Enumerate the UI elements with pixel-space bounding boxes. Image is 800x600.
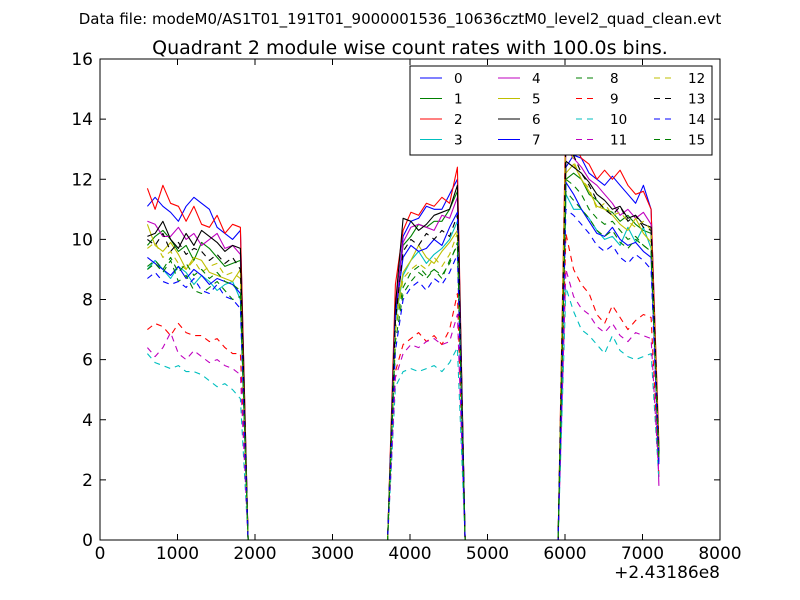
- x-tick-label: 8000: [698, 544, 741, 564]
- data-file-label: Data file: modeM0/AS1T01_191T01_90000015…: [79, 10, 722, 29]
- legend-label-1: 1: [454, 92, 463, 108]
- series-line-7: [147, 181, 660, 541]
- x-tick-label: 2000: [233, 544, 276, 564]
- y-tick-label: 14: [71, 110, 93, 130]
- series-line-11: [146, 268, 660, 541]
- x-tick-label: 3000: [311, 544, 354, 564]
- x-tick-label: 4000: [388, 544, 431, 564]
- y-tick-label: 10: [71, 230, 93, 250]
- y-tick-label: 16: [71, 50, 93, 70]
- y-tick-label: 8: [82, 291, 93, 311]
- x-tick-label: 7000: [621, 544, 664, 564]
- legend-label-11: 11: [610, 133, 627, 149]
- series-line-8: [147, 178, 660, 541]
- y-tick-label: 6: [82, 351, 93, 371]
- x-tick-label: 0: [95, 544, 106, 564]
- y-tick-label: 2: [82, 471, 93, 491]
- legend-label-8: 8: [610, 71, 619, 87]
- legend-label-0: 0: [454, 71, 463, 87]
- legend-label-2: 2: [454, 112, 463, 128]
- series-line-6: [147, 160, 660, 541]
- series-line-10: [146, 286, 660, 541]
- legend-label-9: 9: [610, 92, 619, 108]
- legend-label-15: 15: [688, 133, 705, 149]
- y-tick-label: 4: [82, 411, 93, 431]
- legend-frame: [409, 65, 713, 156]
- legend-label-12: 12: [688, 71, 705, 87]
- legend-label-4: 4: [532, 71, 541, 87]
- chart-title: Quadrant 2 module wise count rates with …: [152, 37, 668, 59]
- legend-label-7: 7: [532, 133, 541, 149]
- legend-label-3: 3: [454, 133, 463, 149]
- x-offset-label: +2.43186e8: [614, 563, 720, 583]
- x-tick-label: 6000: [543, 544, 586, 564]
- y-tick-label: 12: [71, 170, 93, 190]
- x-tick-label: 1000: [156, 544, 199, 564]
- legend-label-14: 14: [688, 112, 705, 128]
- x-tick-label: 5000: [466, 544, 509, 564]
- series-line-15: [147, 190, 660, 541]
- legend-label-6: 6: [532, 112, 541, 128]
- series-line-9: [147, 232, 660, 541]
- ticks-layer: 0 1000 2000 3000 4000 5000 6000 7000 80000246810…: [71, 50, 741, 564]
- series-line-5: [146, 163, 660, 541]
- legend-label-5: 5: [532, 92, 541, 108]
- legend-label-10: 10: [610, 112, 627, 128]
- legend-label-13: 13: [688, 92, 705, 108]
- series-line-14: [147, 208, 660, 541]
- y-tick-label: 0: [82, 531, 93, 551]
